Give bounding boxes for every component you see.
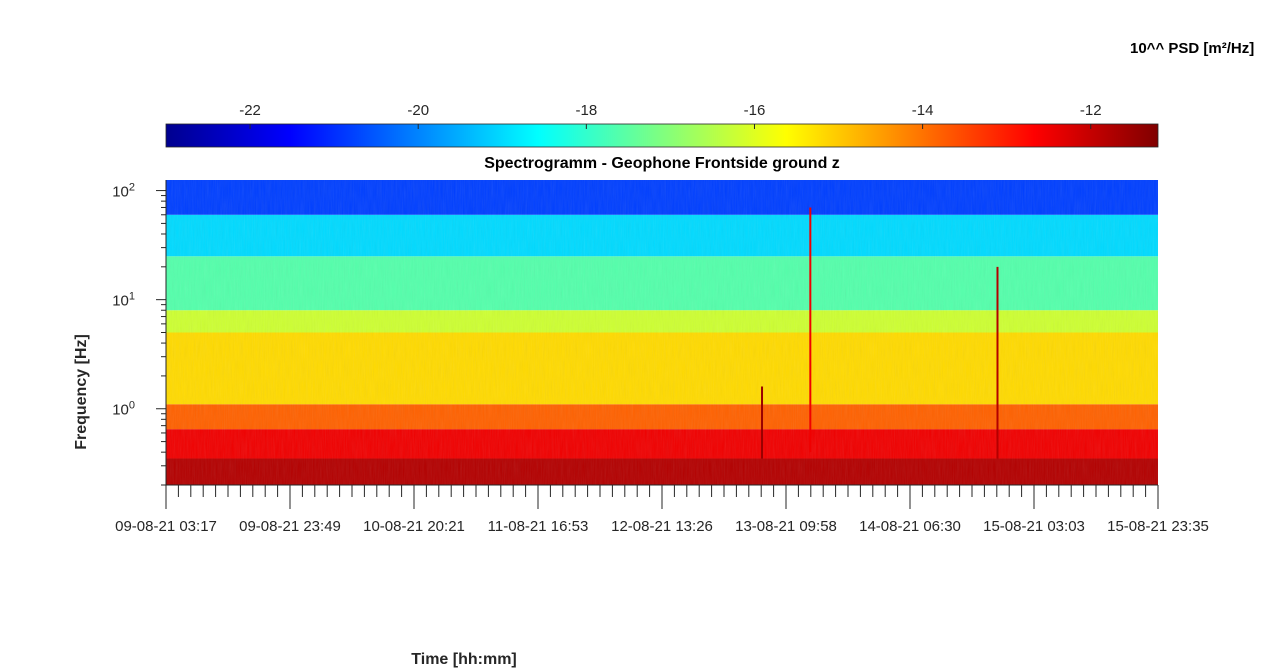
- x-tick-label: 09-08-21 23:49: [239, 518, 341, 535]
- x-axis: [165, 484, 1159, 509]
- x-tick-label: 12-08-21 13:26: [611, 518, 713, 535]
- y-tick-exponent: 1: [128, 290, 135, 303]
- colorbar-tick-label: -20: [407, 102, 430, 119]
- y-tick-label: 102: [112, 181, 135, 200]
- colorbar-tick-label: -12: [1079, 102, 1102, 119]
- y-axis-label: Frequency [Hz]: [73, 334, 90, 450]
- chart-title: Spectrogramm - Geophone Frontside ground…: [484, 155, 840, 172]
- colorbar-tick-label: -14: [911, 102, 934, 119]
- y-tick-base: 10: [112, 401, 129, 419]
- x-tick-label: 15-08-21 03:03: [983, 518, 1085, 535]
- x-axis-label: Time [hh:mm]: [411, 651, 517, 668]
- y-tick-label: 101: [112, 290, 135, 309]
- x-tick-label: 14-08-21 06:30: [859, 518, 961, 535]
- y-tick-exponent: 0: [128, 399, 135, 412]
- colorbar-label: 10^^ PSD [m²/Hz]: [1130, 40, 1255, 57]
- x-tick-label: 13-08-21 09:58: [735, 518, 837, 535]
- y-tick-base: 10: [112, 292, 129, 310]
- x-tick-label: 11-08-21 16:53: [487, 518, 589, 535]
- spectrogram-image: [166, 180, 1158, 485]
- y-tick-exponent: 2: [128, 181, 135, 194]
- x-tick-label: 10-08-21 20:21: [363, 518, 465, 535]
- y-tick-label: 100: [112, 399, 135, 418]
- colorbar-ticks: [249, 124, 1092, 129]
- colorbar-tick-label: -22: [239, 102, 261, 119]
- y-axis: [156, 180, 167, 486]
- x-tick-label: 15-08-21 23:35: [1107, 518, 1209, 535]
- colorbar: [165, 123, 1159, 148]
- x-tick-label: 09-08-21 03:17: [115, 518, 217, 535]
- y-tick-base: 10: [112, 183, 129, 201]
- colorbar-tick-label: -16: [743, 102, 766, 119]
- colorbar-tick-label: -18: [575, 102, 598, 119]
